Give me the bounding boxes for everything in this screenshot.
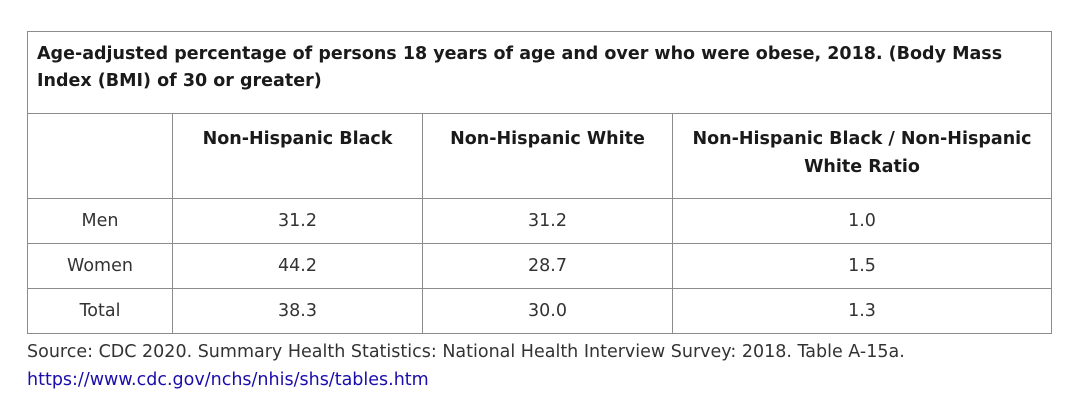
table-row: Women 44.2 28.7 1.5 xyxy=(27,243,1052,289)
row-label: Total xyxy=(27,288,173,334)
header-non-hispanic-white: Non-Hispanic White xyxy=(422,113,673,199)
table-row: Men 31.2 31.2 1.0 xyxy=(27,198,1052,244)
row-label: Women xyxy=(27,243,173,289)
cell-white: 30.0 xyxy=(422,288,673,334)
cell-white: 31.2 xyxy=(422,198,673,244)
source-link[interactable]: https://www.cdc.gov/nchs/nhis/shs/tables… xyxy=(27,370,429,390)
table-row: Total 38.3 30.0 1.3 xyxy=(27,288,1052,334)
cell-black: 44.2 xyxy=(172,243,423,289)
source-note: Source: CDC 2020. Summary Health Statist… xyxy=(27,338,905,394)
source-text: Source: CDC 2020. Summary Health Statist… xyxy=(27,342,905,362)
obesity-table: Age-adjusted percentage of persons 18 ye… xyxy=(27,31,1052,334)
cell-black: 38.3 xyxy=(172,288,423,334)
header-ratio: Non-Hispanic Black / Non-Hispanic White … xyxy=(672,113,1052,199)
header-row: Non-Hispanic Black Non-Hispanic White No… xyxy=(27,113,1052,199)
caption-row: Age-adjusted percentage of persons 18 ye… xyxy=(27,31,1052,114)
cell-ratio: 1.5 xyxy=(672,243,1052,289)
row-label: Men xyxy=(27,198,173,244)
cell-ratio: 1.3 xyxy=(672,288,1052,334)
cell-ratio: 1.0 xyxy=(672,198,1052,244)
header-empty-cell xyxy=(27,113,173,199)
cell-black: 31.2 xyxy=(172,198,423,244)
cell-white: 28.7 xyxy=(422,243,673,289)
table-caption: Age-adjusted percentage of persons 18 ye… xyxy=(27,31,1052,114)
header-non-hispanic-black: Non-Hispanic Black xyxy=(172,113,423,199)
